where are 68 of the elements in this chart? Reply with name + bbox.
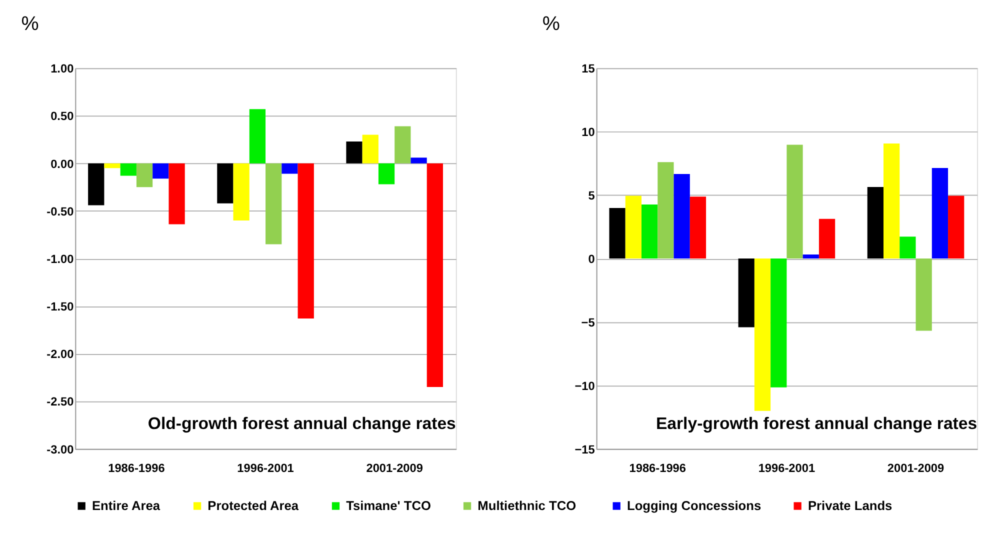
legend-label: Tsimane' TCO <box>346 498 432 513</box>
bar <box>900 236 916 259</box>
y-axis-title: % <box>542 13 560 36</box>
bar <box>690 196 706 259</box>
text: Old-growth forest annual change rates <box>148 414 456 434</box>
bar <box>932 168 948 259</box>
bar <box>104 163 120 168</box>
x-tick-label: 1986-1996 <box>629 461 686 476</box>
bar <box>609 208 626 259</box>
bar <box>394 126 411 164</box>
bar <box>136 163 153 188</box>
bar <box>867 186 884 259</box>
bar <box>88 163 104 206</box>
bar <box>948 196 964 259</box>
bar <box>674 174 690 259</box>
bar <box>168 163 185 224</box>
y-tick-label: −10 <box>574 378 596 393</box>
y-tick-label: 1.00 <box>50 62 74 76</box>
bar <box>625 196 642 259</box>
bar <box>786 144 803 259</box>
bar <box>916 258 932 331</box>
y-tick-label: 0.50 <box>50 109 74 124</box>
bar <box>658 162 674 259</box>
y-tick-label: 0.00 <box>50 156 74 171</box>
y-tick-label: -1.50 <box>46 300 74 314</box>
y-tick-label: 15 <box>582 62 596 76</box>
y-tick-label: 0 <box>588 252 596 266</box>
bar <box>233 163 250 220</box>
legend-label: Private Lands <box>808 498 892 513</box>
legend-label: Protected Area <box>208 498 300 513</box>
y-tick-label: 5 <box>588 188 596 203</box>
text: Early-growth forest annual change rates <box>656 414 978 434</box>
bar <box>818 218 836 259</box>
bar <box>362 134 378 164</box>
bar <box>770 258 787 388</box>
y-tick-label: 10 <box>582 125 596 140</box>
y-axis-title: % <box>21 13 39 36</box>
bar <box>120 163 136 176</box>
y-tick-label: -2.00 <box>46 347 74 362</box>
legend-label: Multiethnic TCO <box>478 498 576 513</box>
y-tick-label: -2.50 <box>46 394 74 409</box>
x-tick-label: 2001-2009 <box>366 461 424 476</box>
x-tick-label: 1986-1996 <box>108 461 166 476</box>
bar <box>754 258 771 411</box>
x-tick-label: 1996-2001 <box>237 461 294 476</box>
bar <box>642 204 658 259</box>
bar <box>217 163 234 204</box>
y-tick-label: -1.00 <box>46 252 74 266</box>
bar <box>738 258 754 328</box>
y-tick-label: −15 <box>574 442 596 456</box>
y-tick-label: -0.50 <box>46 204 74 218</box>
x-tick-label: 2001-2009 <box>887 461 945 476</box>
legend-label: Logging Concessions <box>626 498 762 513</box>
bar <box>346 141 362 164</box>
bar <box>152 163 169 179</box>
legend-label: Entire Area <box>92 498 161 513</box>
y-tick-label: -3.00 <box>46 442 74 456</box>
bar <box>426 163 443 388</box>
y-tick-label: −5 <box>581 315 596 330</box>
bar <box>802 254 819 259</box>
bar <box>298 163 314 318</box>
bar <box>282 163 298 174</box>
x-tick-label: 1996-2001 <box>758 461 816 476</box>
bar <box>410 158 427 164</box>
bar <box>249 109 266 164</box>
bar <box>378 163 395 184</box>
bar <box>883 144 900 259</box>
bar <box>266 163 282 244</box>
